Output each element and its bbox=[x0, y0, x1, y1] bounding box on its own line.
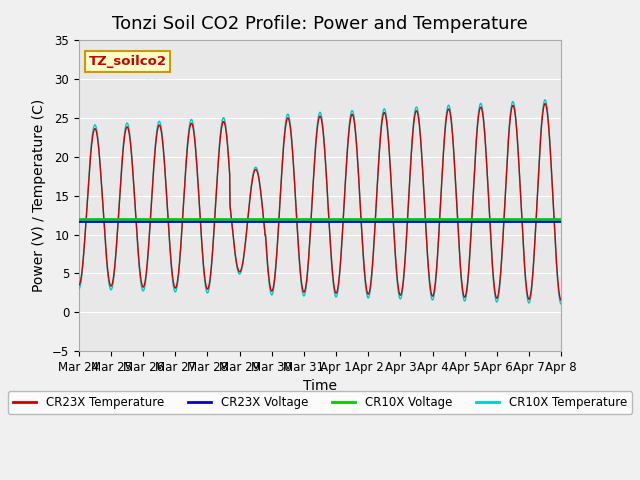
X-axis label: Time: Time bbox=[303, 380, 337, 394]
Title: Tonzi Soil CO2 Profile: Power and Temperature: Tonzi Soil CO2 Profile: Power and Temper… bbox=[112, 15, 528, 33]
Text: TZ_soilco2: TZ_soilco2 bbox=[88, 55, 166, 68]
Y-axis label: Power (V) / Temperature (C): Power (V) / Temperature (C) bbox=[33, 99, 46, 292]
Legend: CR23X Temperature, CR23X Voltage, CR10X Voltage, CR10X Temperature: CR23X Temperature, CR23X Voltage, CR10X … bbox=[8, 391, 632, 414]
